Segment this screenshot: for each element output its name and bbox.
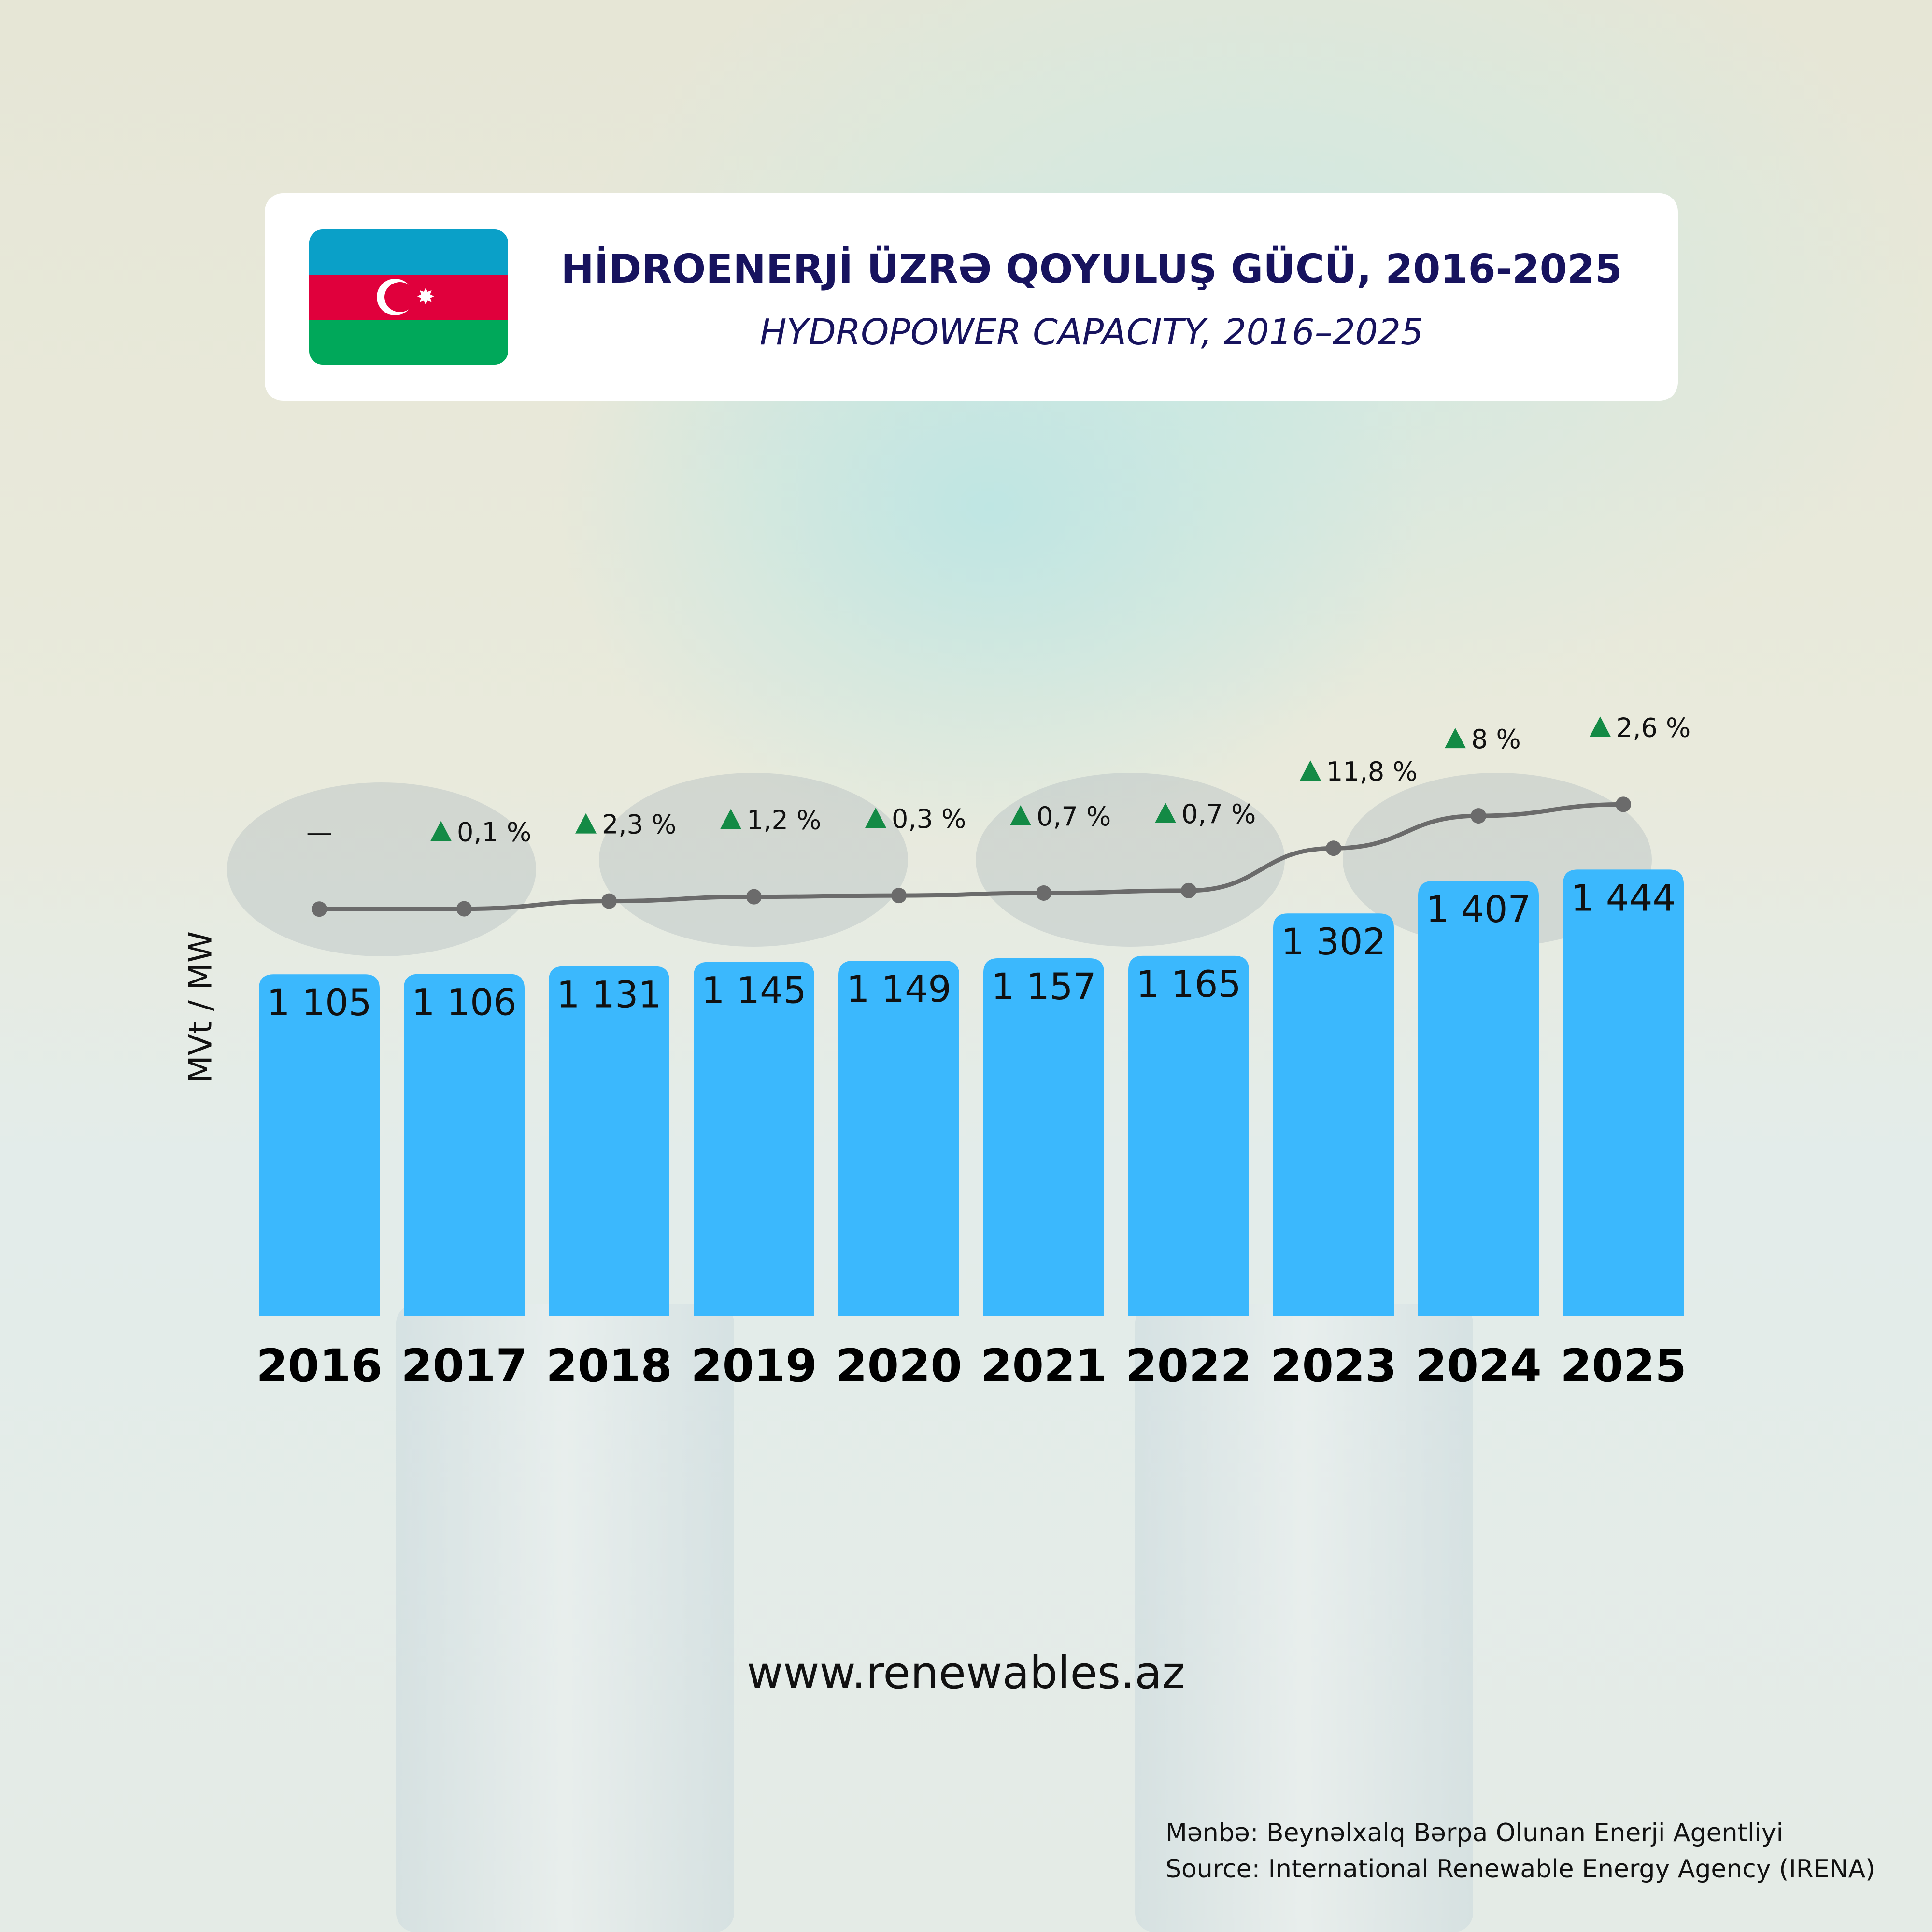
trend-line — [319, 802, 1624, 911]
bar-value-label: 1 165 — [1136, 963, 1241, 1006]
trend-point — [312, 901, 327, 917]
title-azerbaijani: HİDROENERJİ ÜZRƏ QOYULUŞ GÜCÜ, 2016-2025 — [561, 246, 1622, 292]
growth-label: 8 % — [1471, 724, 1521, 754]
x-tick-label: 2016 — [256, 1340, 383, 1392]
background-decoration — [396, 1304, 734, 1932]
trend-point — [456, 901, 472, 917]
x-tick-label: 2017 — [401, 1340, 527, 1392]
growth-label: 0,7 % — [1181, 799, 1256, 829]
bar — [1273, 913, 1394, 1316]
up-arrow-icon — [575, 813, 597, 834]
x-tick-label: 2023 — [1270, 1340, 1397, 1392]
bar-value-label: 1 157 — [991, 965, 1096, 1008]
growth-label: 0,1 % — [457, 817, 531, 848]
bar-value-label: 1 149 — [846, 967, 952, 1010]
bar-value-label: 1 131 — [556, 973, 662, 1016]
bar — [259, 974, 380, 1316]
growth-label: — — [306, 817, 332, 848]
background-decoration — [976, 773, 1285, 947]
x-tick-label: 2020 — [836, 1340, 962, 1392]
up-arrow-icon — [865, 808, 886, 828]
up-arrow-icon — [720, 809, 741, 829]
bar — [1128, 955, 1249, 1316]
up-arrow-icon — [430, 821, 452, 841]
up-arrow-icon — [1590, 716, 1611, 737]
x-tick-label: 2018 — [546, 1340, 672, 1392]
x-tick-label: 2022 — [1125, 1340, 1252, 1392]
trend-point — [1471, 808, 1486, 824]
title-english: HYDROPOWER CAPACITY, 2016–2025 — [759, 312, 1424, 353]
bar-value-label: 1 407 — [1426, 888, 1531, 931]
bar — [983, 958, 1104, 1316]
growth-label: 1,2 % — [747, 805, 821, 836]
x-tick-label: 2024 — [1415, 1340, 1542, 1392]
bar — [549, 966, 669, 1316]
source-english: Source: International Renewable Energy A… — [1165, 1855, 1875, 1884]
trend-point — [601, 893, 617, 909]
background-decoration — [1135, 1304, 1473, 1932]
x-tick-label: 2025 — [1560, 1340, 1687, 1392]
bar — [1563, 869, 1684, 1316]
website-link[interactable]: www.renewables.az — [747, 1647, 1185, 1699]
bar — [838, 961, 959, 1316]
bar-value-label: 1 105 — [267, 981, 372, 1024]
background-decoration — [227, 782, 536, 956]
up-arrow-icon — [1010, 805, 1031, 825]
source-azerbaijani: Mənbə: Beynəlxalq Bərpa Olunan Enerji Ag… — [1165, 1818, 1784, 1847]
trend-point — [1181, 882, 1196, 898]
growth-label: 0,3 % — [892, 804, 966, 834]
trend-point — [1326, 840, 1341, 856]
bar-value-label: 1 444 — [1571, 876, 1676, 919]
bar-value-label: 1 106 — [412, 981, 517, 1024]
growth-label: 2,3 % — [602, 810, 676, 840]
growth-label: 2,6 % — [1616, 712, 1690, 743]
azerbaijan-flag-icon: ✸ — [309, 229, 508, 365]
up-arrow-icon — [1155, 802, 1176, 823]
up-arrow-icon — [1300, 760, 1321, 781]
bar-value-label: 1 145 — [701, 969, 807, 1012]
bar — [694, 962, 814, 1316]
trend-point — [1036, 885, 1051, 901]
growth-label: 11,8 % — [1326, 756, 1418, 787]
x-tick-label: 2021 — [980, 1340, 1107, 1392]
trend-point — [891, 888, 907, 904]
up-arrow-icon — [1445, 728, 1466, 749]
trend-point — [1616, 796, 1631, 812]
trend-point — [746, 889, 762, 905]
x-tick-label: 2019 — [691, 1340, 817, 1392]
bar-value-label: 1 302 — [1281, 920, 1386, 963]
growth-label: 0,7 % — [1037, 801, 1111, 832]
background-decoration — [599, 773, 908, 947]
y-axis-label: MVt / MW — [182, 931, 219, 1083]
bar — [404, 974, 525, 1316]
bar — [1418, 881, 1539, 1316]
